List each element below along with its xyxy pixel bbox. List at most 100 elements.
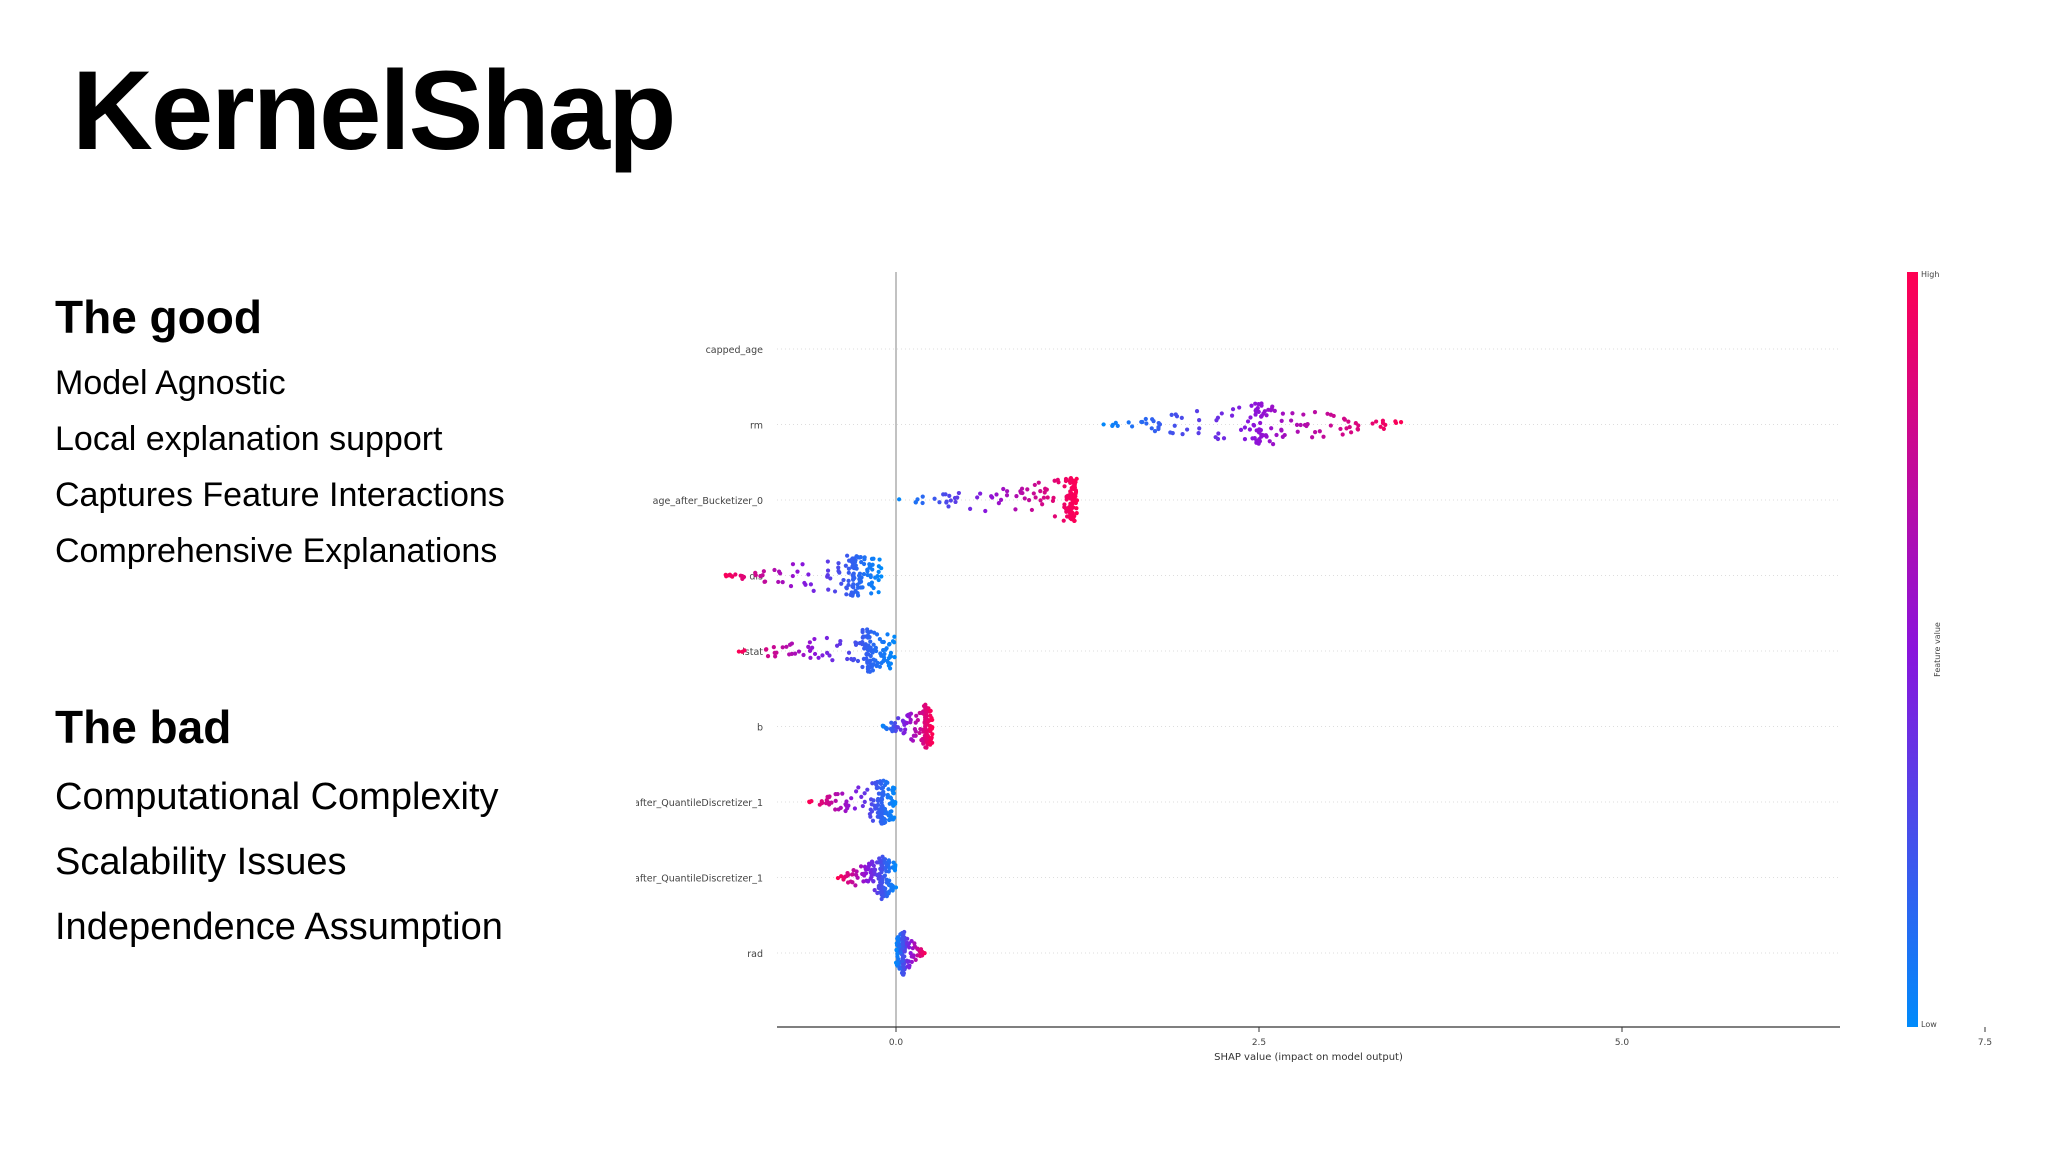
- shap-point: [889, 720, 894, 725]
- shap-point: [1267, 439, 1272, 444]
- shap-point: [868, 639, 873, 644]
- shap-point: [1230, 407, 1236, 412]
- shap-point: [1169, 412, 1174, 417]
- shap-point: [845, 656, 850, 662]
- shap-point: [844, 586, 849, 591]
- shap-point: [1325, 411, 1330, 416]
- shap-point: [887, 865, 892, 871]
- shap-point: [772, 567, 777, 573]
- shap-point: [857, 640, 862, 646]
- shap-point: [884, 726, 889, 731]
- shap-point: [729, 573, 734, 579]
- shap-point: [952, 495, 958, 501]
- shap-point: [807, 640, 812, 645]
- shap-point: [883, 647, 888, 652]
- shap-point: [908, 951, 913, 956]
- shap-point: [825, 650, 830, 655]
- shap-point: [1069, 510, 1074, 515]
- shap-point: [860, 871, 865, 877]
- shap-point: [885, 780, 890, 785]
- shap-point: [808, 655, 813, 660]
- good-section: The good Model Agnostic Local explanatio…: [55, 292, 505, 579]
- shap-point: [1341, 416, 1347, 421]
- shap-point: [862, 799, 867, 804]
- shap-point: [801, 652, 806, 658]
- x-tick-label: 5.0: [1615, 1038, 1630, 1048]
- shap-point: [996, 500, 1001, 506]
- shap-point: [1301, 412, 1306, 417]
- shap-point: [899, 958, 905, 964]
- shap-point: [830, 658, 835, 663]
- shap-point: [840, 791, 845, 796]
- shap-point: [875, 814, 880, 819]
- shap-point: [852, 575, 857, 581]
- shap-point: [875, 873, 881, 878]
- shap-point: [905, 964, 911, 969]
- shap-point: [836, 561, 841, 566]
- shap-point: [913, 957, 918, 962]
- shap-point: [890, 729, 895, 734]
- shap-point: [835, 791, 840, 797]
- shap-point: [1004, 489, 1010, 494]
- shap-point: [795, 569, 800, 574]
- shap-point: [740, 574, 745, 579]
- shap-point: [788, 583, 794, 589]
- shap-point: [1045, 495, 1050, 500]
- shap-point: [1074, 476, 1079, 481]
- shap-point: [928, 713, 933, 718]
- shap-point: [888, 817, 893, 822]
- shap-point: [1242, 425, 1248, 430]
- shap-point: [740, 649, 745, 654]
- shap-point: [890, 886, 895, 891]
- shap-point: [764, 647, 769, 652]
- shap-point: [923, 726, 928, 731]
- shap-point: [923, 715, 928, 720]
- colorbar-low-label: Low: [1921, 1020, 1937, 1029]
- shap-point: [869, 556, 875, 562]
- shap-point: [1042, 490, 1047, 495]
- shap-point: [879, 574, 884, 579]
- shap-point: [876, 798, 881, 803]
- shap-point: [819, 799, 824, 804]
- shap-point: [895, 937, 900, 942]
- shap-point: [1196, 430, 1201, 436]
- shap-point: [1221, 436, 1227, 441]
- shap-point: [990, 495, 995, 500]
- shap-point: [846, 570, 851, 575]
- feature-label: _after_QuantileDiscretizer_1: [628, 798, 763, 809]
- shap-point: [1383, 422, 1388, 428]
- good-item: Model Agnostic: [55, 363, 286, 402]
- shap-point: [833, 798, 838, 804]
- good-item: Local explanation support: [55, 419, 443, 458]
- shap-point: [854, 641, 859, 646]
- shap-point: [1378, 424, 1383, 429]
- shap-point: [898, 727, 903, 732]
- shap-point: [920, 494, 925, 499]
- shap-point: [994, 492, 999, 497]
- shap-point: [851, 582, 856, 587]
- feature-label: lstat: [742, 647, 763, 658]
- shap-point: [883, 886, 888, 891]
- shap-point: [825, 559, 830, 564]
- shap-point: [1317, 429, 1322, 434]
- shap-point: [921, 741, 926, 746]
- shap-point: [820, 653, 825, 658]
- shap-point: [884, 811, 889, 816]
- shap-point: [1398, 420, 1404, 425]
- shap-point: [1156, 426, 1161, 432]
- shap-point: [1051, 495, 1056, 500]
- shap-point: [885, 795, 890, 800]
- shap-point: [975, 495, 980, 500]
- shap-point: [943, 492, 948, 497]
- shap-point: [1256, 438, 1261, 443]
- shap-point: [888, 813, 893, 818]
- shap-point: [851, 868, 856, 873]
- shap-point: [843, 808, 848, 814]
- shap-point: [867, 635, 872, 640]
- shap-point: [852, 806, 858, 811]
- colorbar: [1907, 272, 1918, 1027]
- shap-point: [1264, 413, 1269, 418]
- shap-point: [816, 655, 821, 660]
- shap-point: [1269, 406, 1274, 411]
